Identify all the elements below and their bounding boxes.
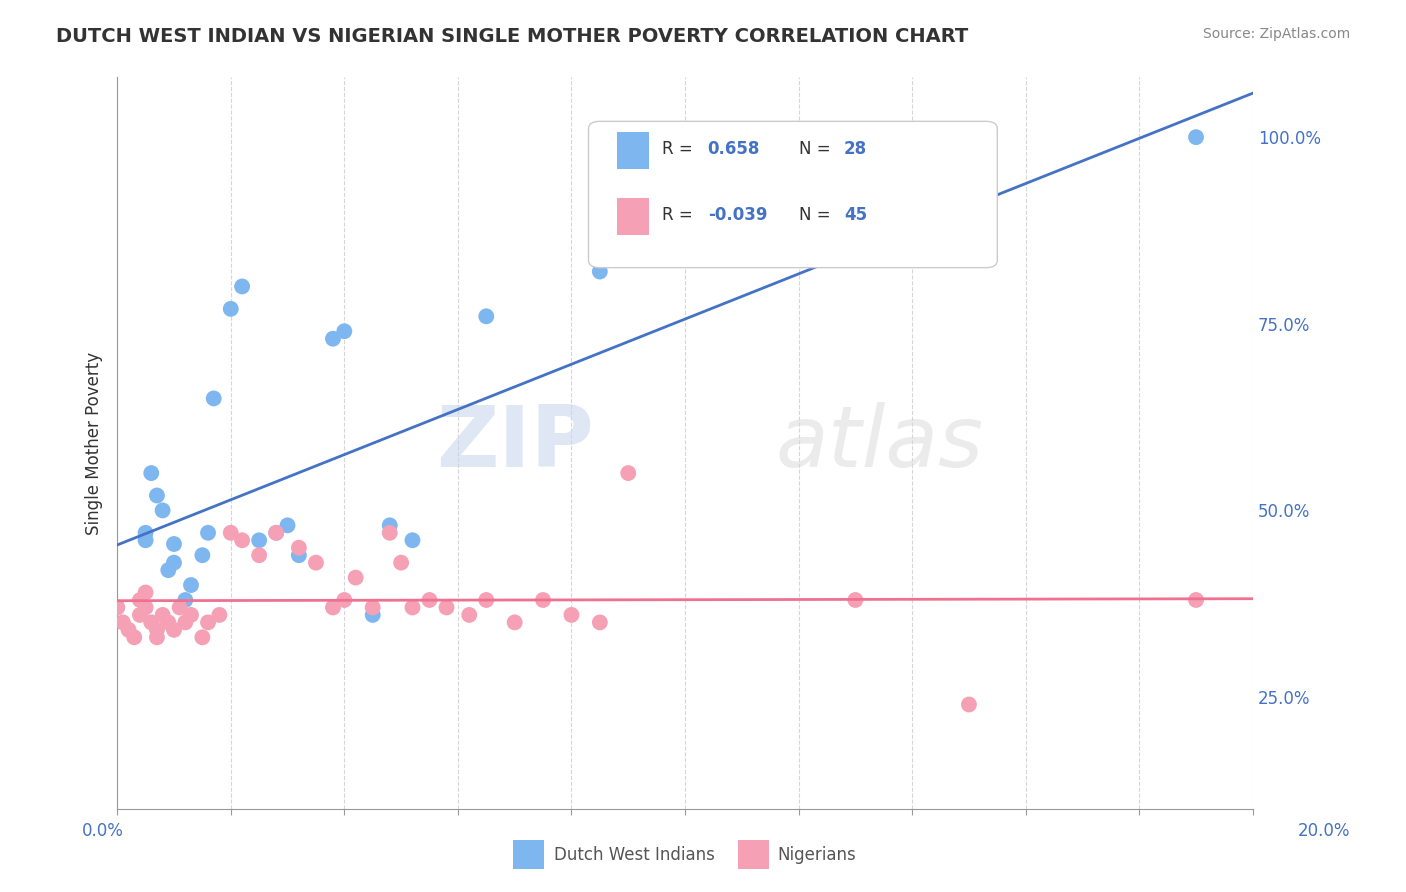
Point [560, 607, 582, 622]
Point [322, 332, 344, 346]
Point [141, 466, 163, 480]
Point [219, 301, 242, 316]
Bar [738, 840, 769, 869]
Point [378, 525, 401, 540]
Point [617, 466, 640, 480]
Point [111, 615, 134, 630]
Point [1185, 130, 1208, 145]
Point [288, 548, 311, 562]
Point [152, 503, 174, 517]
Point [589, 264, 612, 278]
Point [152, 607, 174, 622]
Text: 28: 28 [844, 140, 868, 158]
Point [180, 607, 202, 622]
Text: R =: R = [662, 206, 699, 224]
Text: -0.039: -0.039 [707, 206, 768, 224]
Point [589, 615, 612, 630]
Point [401, 533, 423, 548]
Point [1185, 593, 1208, 607]
Point [322, 600, 344, 615]
Point [129, 607, 152, 622]
Bar [617, 198, 648, 235]
Y-axis label: Single Mother Poverty: Single Mother Poverty [86, 351, 103, 535]
Point [503, 615, 526, 630]
Point [169, 600, 191, 615]
Point [247, 533, 270, 548]
Point [191, 548, 214, 562]
Point [163, 537, 186, 551]
Point [436, 600, 458, 615]
Point [305, 556, 328, 570]
Bar [513, 840, 544, 869]
Text: N =: N = [799, 206, 835, 224]
FancyBboxPatch shape [589, 121, 997, 268]
Point [458, 607, 481, 622]
Point [333, 324, 356, 338]
Text: 45: 45 [844, 206, 868, 224]
Text: 20.0%: 20.0% [1298, 822, 1351, 840]
Point [122, 630, 145, 644]
Point [202, 392, 225, 406]
Point [117, 623, 139, 637]
Point [475, 593, 498, 607]
Point [157, 615, 180, 630]
Point [844, 593, 866, 607]
Text: Dutch West Indians: Dutch West Indians [554, 846, 714, 863]
Point [333, 593, 356, 607]
Point [389, 556, 412, 570]
Point [475, 310, 498, 324]
Point [219, 525, 242, 540]
Point [135, 525, 157, 540]
Point [208, 607, 231, 622]
Point [361, 600, 384, 615]
Point [174, 593, 197, 607]
Point [157, 563, 180, 577]
Point [191, 630, 214, 644]
Point [146, 488, 169, 502]
Point [401, 600, 423, 615]
Point [163, 556, 186, 570]
Text: 0.658: 0.658 [707, 140, 761, 158]
Point [264, 525, 287, 540]
Point [418, 593, 440, 607]
Point [378, 518, 401, 533]
Point [105, 600, 128, 615]
Point [957, 698, 980, 712]
Bar [617, 132, 648, 169]
Point [247, 548, 270, 562]
Point [141, 615, 163, 630]
Text: ZIP: ZIP [436, 401, 595, 484]
Point [135, 533, 157, 548]
Point [231, 533, 253, 548]
Text: Nigerians: Nigerians [778, 846, 856, 863]
Text: N =: N = [799, 140, 835, 158]
Text: atlas: atlas [776, 401, 984, 484]
Point [288, 541, 311, 555]
Point [129, 593, 152, 607]
Point [146, 630, 169, 644]
Point [264, 525, 287, 540]
Point [135, 585, 157, 599]
Point [197, 525, 219, 540]
Point [361, 607, 384, 622]
Text: R =: R = [662, 140, 699, 158]
Point [135, 600, 157, 615]
Point [344, 571, 367, 585]
Point [180, 578, 202, 592]
Text: Source: ZipAtlas.com: Source: ZipAtlas.com [1202, 27, 1350, 41]
Text: 0.0%: 0.0% [82, 822, 124, 840]
Point [146, 623, 169, 637]
Point [197, 615, 219, 630]
Text: DUTCH WEST INDIAN VS NIGERIAN SINGLE MOTHER POVERTY CORRELATION CHART: DUTCH WEST INDIAN VS NIGERIAN SINGLE MOT… [56, 27, 969, 45]
Point [105, 600, 128, 615]
Point [174, 615, 197, 630]
Point [231, 279, 253, 293]
Point [531, 593, 554, 607]
Point [163, 623, 186, 637]
Point [277, 518, 299, 533]
